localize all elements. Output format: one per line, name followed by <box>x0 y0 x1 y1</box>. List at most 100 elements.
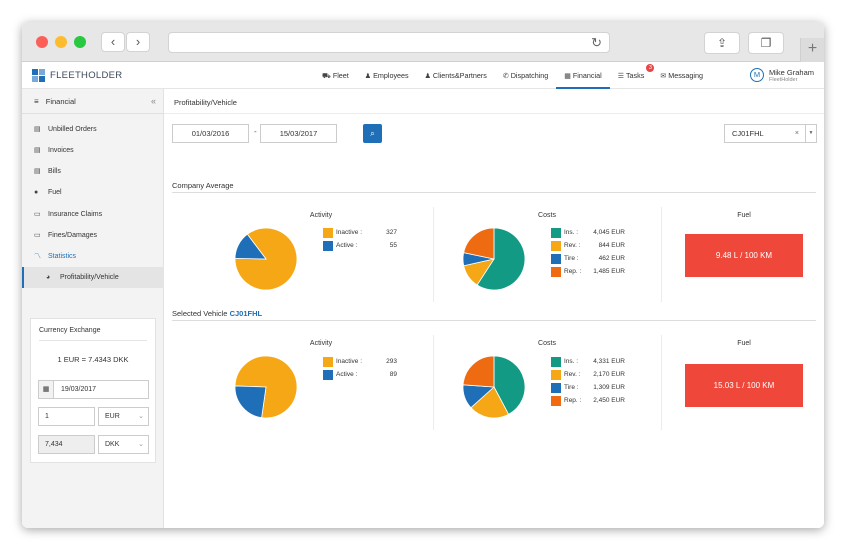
exchange-date-field[interactable]: ▦ 19/03/2017 <box>38 380 149 399</box>
legend-item: Rep. : 2,450 EUR <box>551 396 625 409</box>
currency-exchange-title: Currency Exchange <box>39 327 101 334</box>
forward-icon[interactable]: › <box>126 32 150 52</box>
document-icon: ▤ <box>34 126 41 133</box>
sidebar-item-bills[interactable]: ▤ Bills <box>22 161 164 182</box>
nav-dispatching[interactable]: ✆ Dispatching <box>495 62 556 89</box>
legend-value: 2,170 EUR <box>593 371 625 378</box>
tabs-icon[interactable]: ❐ <box>748 32 784 54</box>
sidebar-item-unbilled-orders[interactable]: ▤ Unbilled Orders <box>22 119 164 140</box>
vehicle-costs-title: Costs <box>538 340 556 347</box>
nav-label: Messaging <box>668 71 703 80</box>
sidebar-item-label: Fuel <box>48 189 62 196</box>
new-tab-icon[interactable]: + <box>800 38 824 62</box>
search-button[interactable]: ⌕ <box>363 124 382 143</box>
pie-slice[interactable] <box>476 227 526 291</box>
company-fuel-title: Fuel <box>737 212 751 219</box>
vehicle-select[interactable]: CJ01FHL × ▼ <box>724 124 817 143</box>
back-icon[interactable]: ‹ <box>101 32 125 52</box>
legend-item: Ins. : 4,331 EUR <box>551 357 625 370</box>
legend-value: 4,045 EUR <box>593 229 625 236</box>
line-chart-icon: 〽 <box>34 253 41 260</box>
caret-down-icon[interactable]: ▼ <box>805 125 816 142</box>
exchange-rate: 1 EUR = 7.4343 DKK <box>57 355 129 364</box>
legend-label: Rep. : <box>564 397 582 404</box>
legend-item: Rev. : 844 EUR <box>551 241 625 254</box>
pie-slice[interactable] <box>493 355 526 415</box>
pie-slice[interactable] <box>463 227 495 260</box>
minimize-window-button[interactable] <box>55 36 67 48</box>
company-costs-title: Costs <box>538 212 556 219</box>
nav-fleet[interactable]: ⛟ Fleet <box>314 62 357 89</box>
clients-icon: ♟ <box>424 73 431 80</box>
pie-slice[interactable] <box>234 385 267 419</box>
sidebar-item-fuel[interactable]: ● Fuel <box>22 182 164 203</box>
fleetholder-logo-icon <box>32 69 45 82</box>
selected-vehicle-id: CJ01FHL <box>229 309 263 318</box>
truck-icon: ⛟ <box>322 73 331 80</box>
date-from-input[interactable]: 01/03/2016 <box>172 124 249 143</box>
vehicle-fuel-value: 15.03 L / 100 KM <box>685 364 803 407</box>
date-to-input[interactable]: 15/03/2017 <box>260 124 337 143</box>
vehicle-costs-legend: Ins. : 4,331 EUR Rev. : 2,170 EUR Tire : 1,30… <box>551 357 625 409</box>
calendar-icon[interactable]: ▦ <box>39 381 54 398</box>
nav-employees[interactable]: ♟ Employees <box>357 62 417 89</box>
legend-swatch <box>323 228 333 238</box>
sidebar-item-fines-damages[interactable]: ▭ Fines/Damages <box>22 225 164 246</box>
nav-financial[interactable]: ▦ Financial <box>556 62 610 89</box>
user-company: FleetHolder <box>769 77 798 83</box>
reload-icon[interactable]: ↻ <box>591 35 602 50</box>
selected-vehicle-title: Selected Vehicle CJ01FHL <box>172 309 263 318</box>
nav-label: Fleet <box>332 71 349 80</box>
user-avatar[interactable]: M <box>750 68 764 82</box>
legend-label: Active : <box>336 242 358 249</box>
pie-slice[interactable] <box>234 233 267 260</box>
nav-clients-partners[interactable]: ♟ Clients&Partners <box>417 62 495 89</box>
menu-icon[interactable]: ≡ <box>34 97 39 106</box>
legend-label: Rep. : <box>564 268 582 275</box>
legend-label: Inactive : <box>336 358 363 365</box>
legend-label: Tire : <box>564 384 579 391</box>
legend-label: Ins. : <box>564 358 579 365</box>
user-name[interactable]: Mike Graham <box>769 68 815 77</box>
dispatch-icon: ✆ <box>502 73 509 80</box>
legend-label: Rev. : <box>564 242 581 249</box>
sidebar-item-insurance-claims[interactable]: ▭ Insurance Claims <box>22 204 164 225</box>
pie-slice[interactable] <box>234 227 298 291</box>
legend-value: 55 <box>389 242 397 249</box>
pie-slice[interactable] <box>462 355 495 388</box>
main-nav: ⛟ Fleet ♟ Employees ♟ Clients&Partners ✆ Dispat… <box>314 62 711 89</box>
to-currency-select[interactable]: DKK ⌄ <box>98 435 149 454</box>
to-currency-value: DKK <box>105 441 120 448</box>
sidebar-item-label: Invoices <box>48 147 74 154</box>
sidebar-item-invoices[interactable]: ▤ Invoices <box>22 140 164 161</box>
sidebar-item-profitability-vehicle[interactable]: ◕ Profitability/Vehicle <box>22 267 164 288</box>
vehicle-costs-pie-chart <box>462 355 526 419</box>
sidebar-item-label: Profitability/Vehicle <box>60 274 119 281</box>
address-bar[interactable]: ↻ <box>168 32 610 53</box>
pie-slice[interactable] <box>470 386 510 419</box>
sidebar-item-label: Fines/Damages <box>48 232 98 239</box>
from-currency-select[interactable]: EUR ⌄ <box>98 407 149 426</box>
clear-icon[interactable]: × <box>794 130 799 137</box>
legend-value: 4,331 EUR <box>593 358 625 365</box>
legend-swatch <box>551 254 561 264</box>
legend-value: 844 EUR <box>598 242 625 249</box>
nav-tasks[interactable]: ☰ Tasks 3 <box>610 62 655 89</box>
legend-item: Inactive : 327 <box>323 228 397 241</box>
maximize-window-button[interactable] <box>74 36 86 48</box>
nav-messaging[interactable]: ✉ Messaging <box>652 62 711 89</box>
share-icon[interactable]: ⇪ <box>704 32 740 54</box>
amount-input[interactable]: 1 <box>38 407 95 426</box>
legend-value: 2,450 EUR <box>593 397 625 404</box>
sidebar-item-label: Unbilled Orders <box>48 126 97 133</box>
close-window-button[interactable] <box>36 36 48 48</box>
legend-swatch <box>551 370 561 380</box>
legend-item: Active : 55 <box>323 241 397 254</box>
nav-label: Clients&Partners <box>432 71 487 80</box>
collapse-icon[interactable]: « <box>150 96 156 106</box>
company-fuel-value: 9.48 L / 100 KM <box>685 234 803 277</box>
legend-item: Tire : 1,309 EUR <box>551 383 625 396</box>
sidebar-item-statistics[interactable]: 〽 Statistics <box>22 246 164 267</box>
legend-item: Inactive : 293 <box>323 357 397 370</box>
chevron-down-icon: ⌄ <box>138 413 144 420</box>
